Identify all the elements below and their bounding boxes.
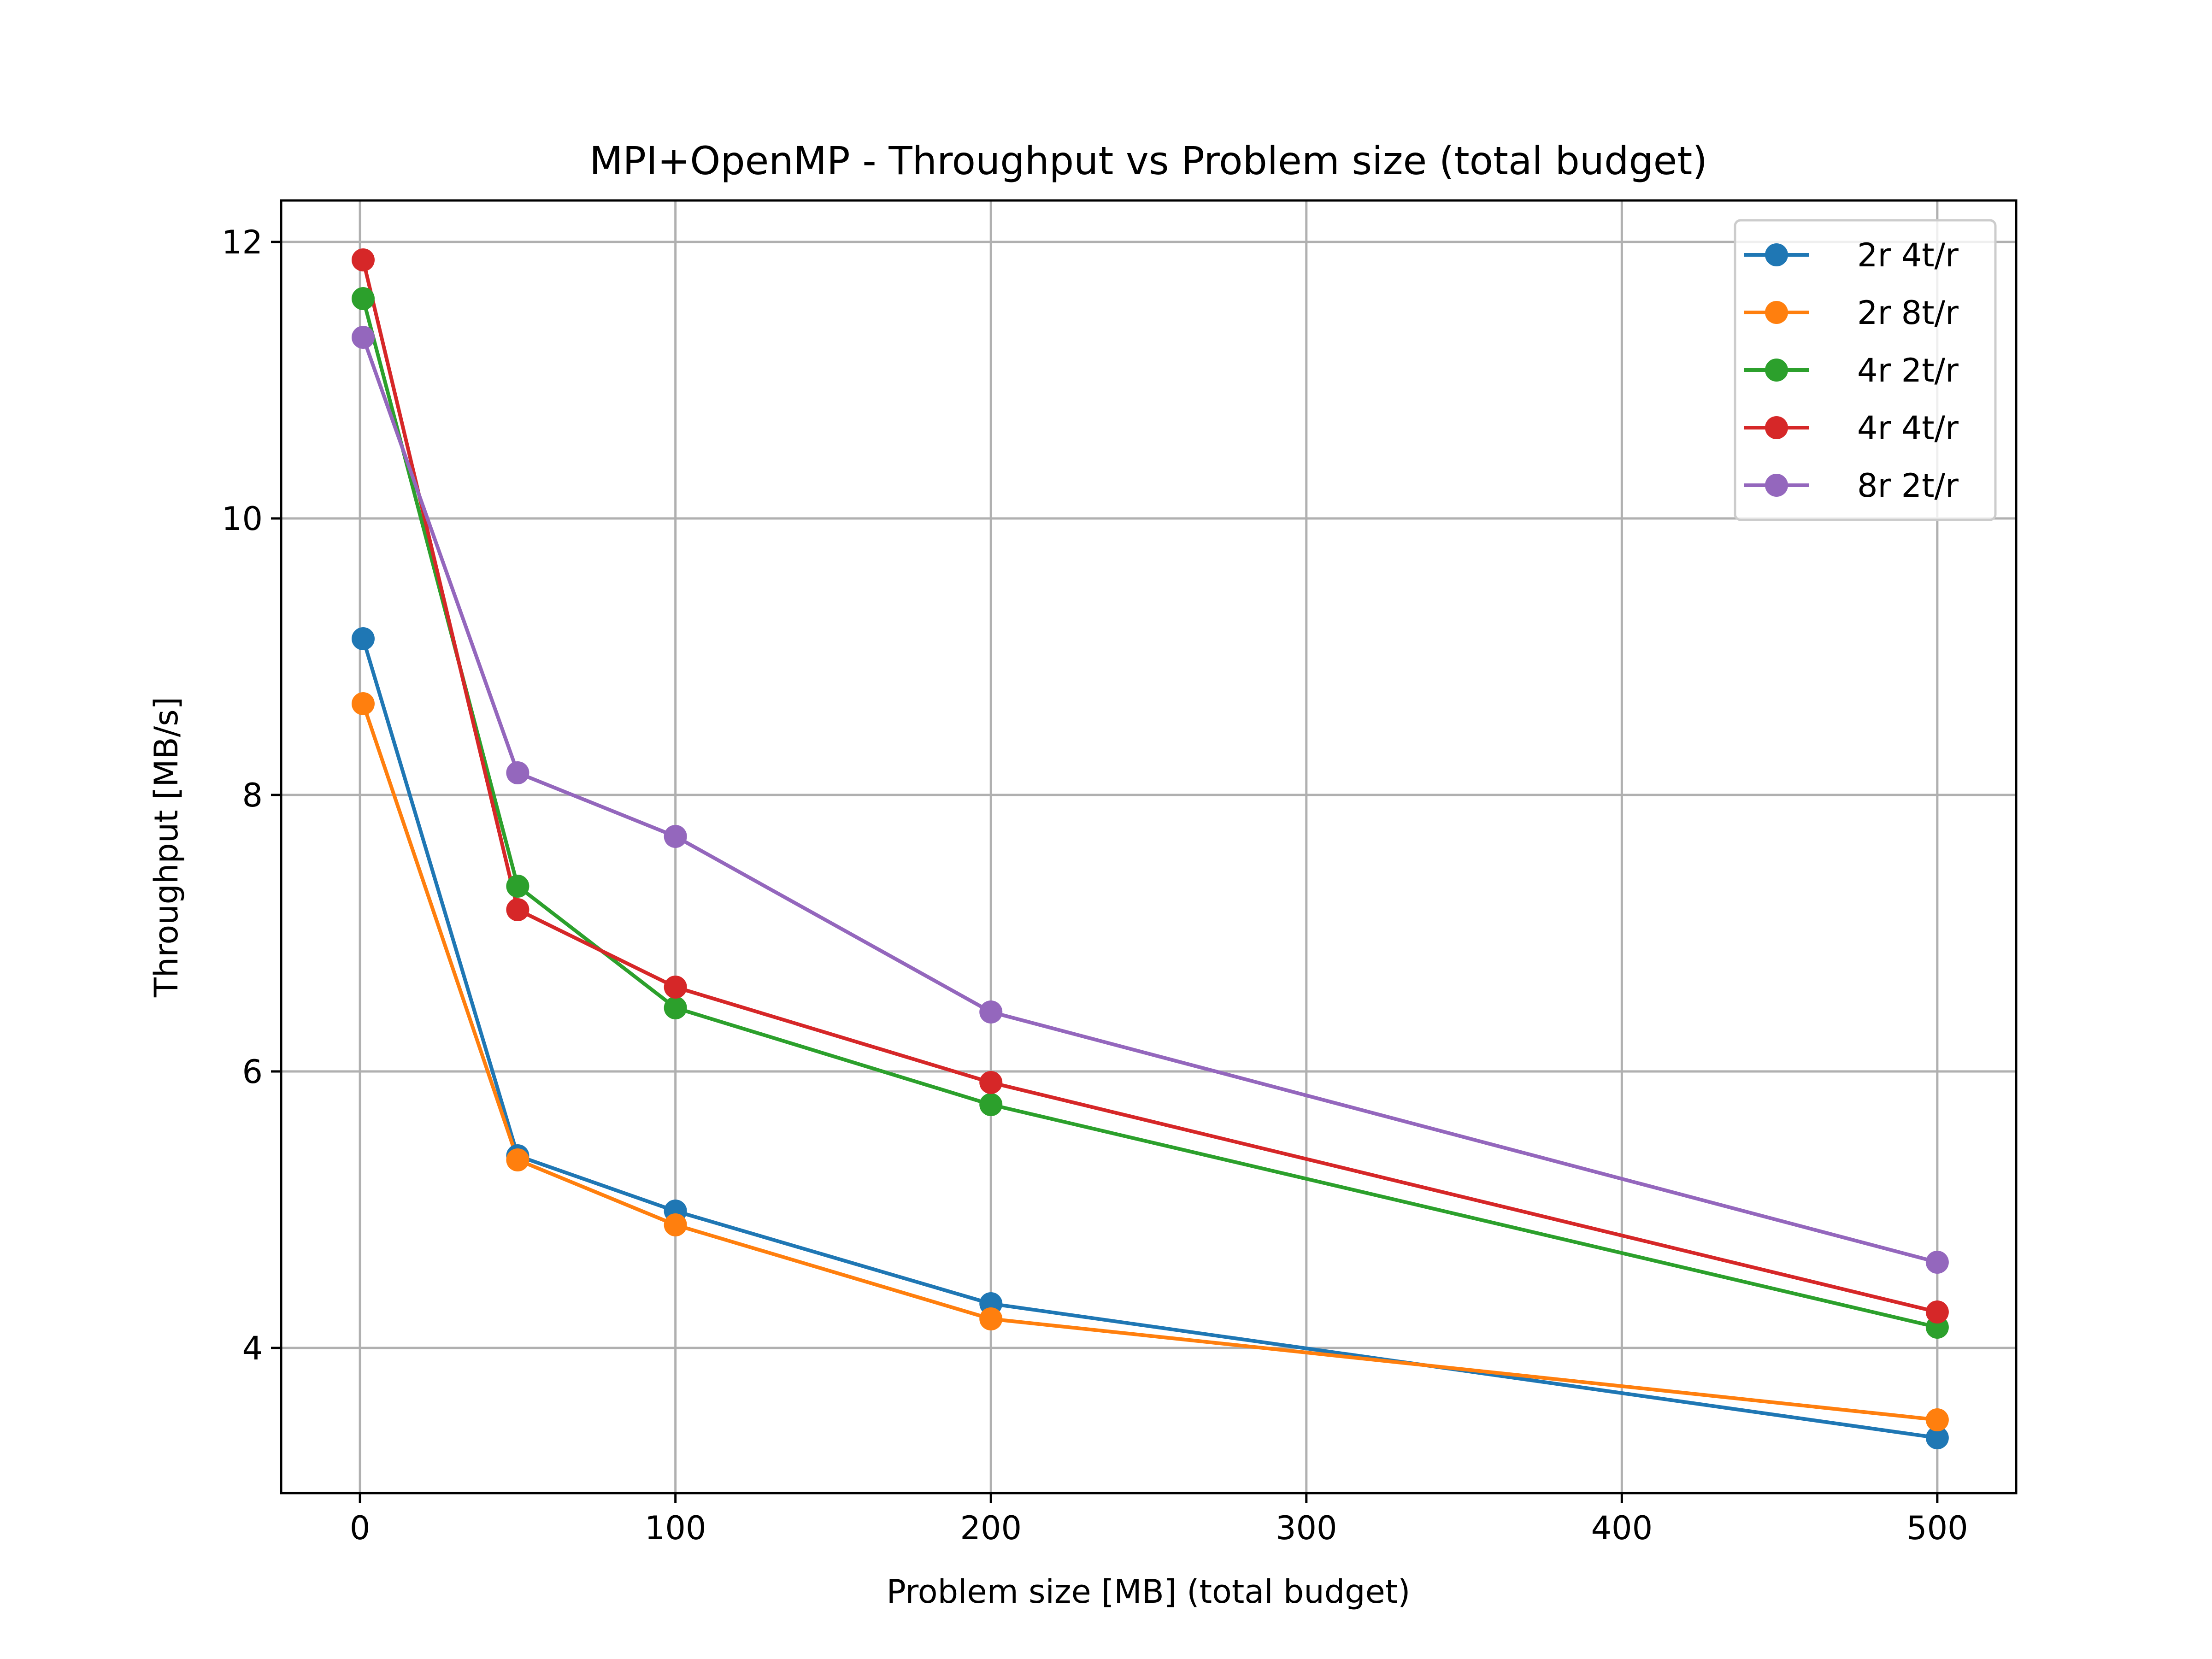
- chart-title: MPI+OpenMP - Throughput vs Problem size …: [589, 138, 1707, 183]
- data-point: [352, 627, 375, 650]
- x-tick-label: 300: [1276, 1509, 1337, 1547]
- x-tick-label: 400: [1591, 1509, 1653, 1547]
- data-point: [979, 1093, 1002, 1116]
- legend-swatch-marker: [1765, 359, 1788, 382]
- y-tick-label: 8: [242, 777, 263, 814]
- data-point: [664, 976, 687, 999]
- data-point: [352, 692, 375, 715]
- data-point: [506, 875, 529, 898]
- data-point: [506, 1148, 529, 1171]
- legend-swatch-marker: [1765, 243, 1788, 266]
- legend: 2r 4t/r 2r 8t/r 4r 2t/r 4r 4t/r 8r 2t/r: [1735, 220, 1995, 520]
- y-axis-label: Throughput [MB/s]: [147, 697, 185, 998]
- x-tick-label: 500: [1906, 1509, 1968, 1547]
- data-point: [979, 1000, 1002, 1024]
- x-tick-label: 100: [645, 1509, 706, 1547]
- data-point: [1926, 1251, 1949, 1274]
- legend-label: 2r 4t/r: [1857, 236, 1959, 274]
- data-point: [506, 898, 529, 921]
- x-tick-label: 200: [960, 1509, 1022, 1547]
- data-point: [664, 996, 687, 1019]
- y-tick-label: 6: [242, 1053, 263, 1091]
- legend-swatch-marker: [1765, 474, 1788, 497]
- legend-label: 2r 8t/r: [1857, 294, 1959, 332]
- data-point: [352, 248, 375, 271]
- data-point: [664, 1213, 687, 1236]
- x-tick-label: 0: [350, 1509, 371, 1547]
- x-axis-label: Problem size [MB] (total budget): [887, 1573, 1411, 1611]
- data-point: [1926, 1408, 1949, 1431]
- data-point: [352, 326, 375, 349]
- data-point: [979, 1307, 1002, 1330]
- legend-swatch-marker: [1765, 416, 1788, 439]
- y-tick-label: 10: [222, 500, 263, 538]
- data-point: [506, 761, 529, 784]
- data-point: [352, 287, 375, 310]
- y-tick-label: 4: [242, 1330, 263, 1367]
- legend-label: 4r 2t/r: [1857, 352, 1959, 389]
- y-tick-label: 12: [222, 224, 263, 261]
- legend-swatch-marker: [1765, 301, 1788, 324]
- data-point: [664, 825, 687, 848]
- data-point: [979, 1071, 1002, 1094]
- legend-label: 4r 4t/r: [1857, 409, 1959, 447]
- data-point: [1926, 1300, 1949, 1324]
- legend-label: 8r 2t/r: [1857, 467, 1959, 505]
